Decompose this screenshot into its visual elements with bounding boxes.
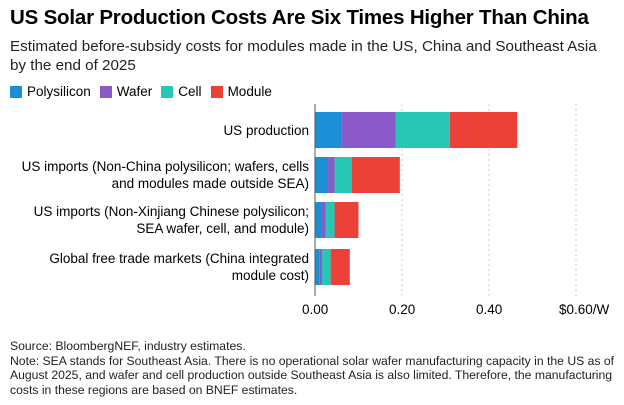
legend-item-module: Module (210, 84, 272, 99)
legend-label-module: Module (227, 84, 272, 99)
legend-swatch-cell (161, 85, 174, 98)
bar-3-module (330, 249, 350, 285)
legend-swatch-module (210, 85, 223, 98)
bar-1-wafer (328, 157, 335, 193)
bar-2-wafer (321, 202, 326, 238)
bar-0-wafer (341, 112, 396, 148)
note-text: Note: SEA stands for Southeast Asia. The… (10, 353, 615, 397)
chart-subtitle: Estimated before-subsidy costs for modul… (10, 38, 597, 74)
bar-3-cell (321, 249, 331, 285)
legend-item-polysilicon: Polysilicon (10, 84, 91, 99)
bar-2-module (334, 202, 359, 238)
x-tick-label-0: 0.00 (302, 302, 329, 317)
legend-label-wafer: Wafer (116, 84, 153, 99)
bar-3-polysilicon (315, 249, 320, 285)
category-label-us-production: US production (223, 122, 309, 138)
category-label-us-imports-non-china: US imports (Non-China polysilicon; wafer… (21, 159, 309, 191)
legend-swatch-wafer (99, 85, 112, 98)
legend-label-cell: Cell (178, 84, 202, 99)
bar-0-module (449, 112, 518, 148)
category-label-us-imports-non-xinjiang: US imports (Non-Xinjiang Chinese polysil… (33, 204, 309, 236)
category-label-global-free-trade: Global free trade markets (China integra… (49, 251, 309, 283)
legend-item-wafer: Wafer (99, 84, 153, 99)
chart-title: US Solar Production Costs Are Six Times … (10, 6, 589, 29)
chart-plot-area (314, 104, 577, 296)
x-tick-label-1: 0.20 (389, 302, 416, 317)
legend: Polysilicon Wafer Cell Module (10, 84, 281, 99)
bar-1-cell (334, 157, 352, 193)
legend-item-cell: Cell (161, 84, 202, 99)
bar-3-wafer (319, 249, 322, 285)
bar-2-cell (325, 202, 335, 238)
x-tick-label-2: 0.40 (476, 302, 503, 317)
bar-0-polysilicon (315, 112, 342, 148)
source-text: Source: BloombergNEF, industry estimates… (10, 339, 246, 353)
x-tick-label-3: $0.60/W (559, 302, 610, 317)
footnote: Source: BloombergNEF, industry estimates… (10, 339, 622, 397)
bar-1-polysilicon (315, 157, 329, 193)
bar-0-cell (395, 112, 450, 148)
legend-swatch-polysilicon (10, 85, 22, 98)
legend-label-polysilicon: Polysilicon (27, 84, 91, 99)
bar-2-polysilicon (315, 202, 322, 238)
bar-1-module (351, 157, 400, 193)
